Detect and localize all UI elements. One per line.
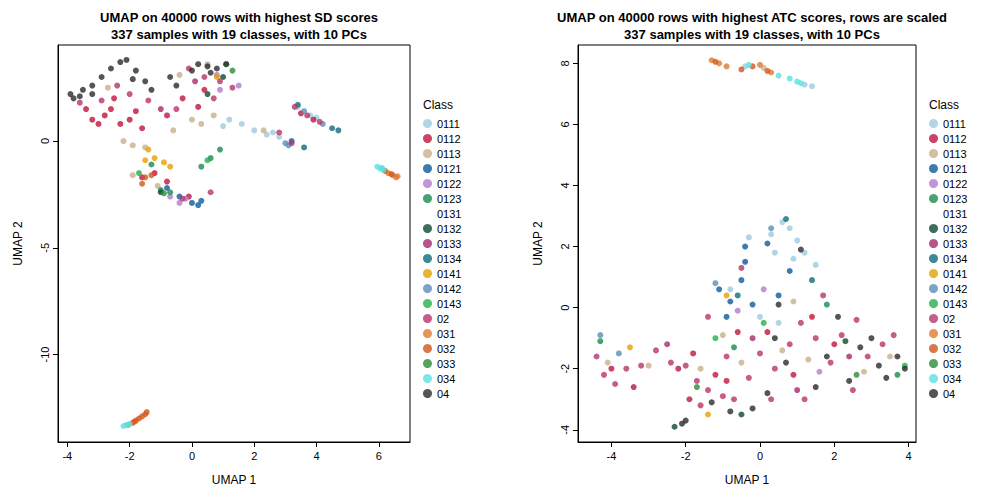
svg-text:UMAP on 40000 rows with highes: UMAP on 40000 rows with highest SD score… bbox=[100, 10, 378, 25]
svg-text:0122: 0122 bbox=[943, 178, 967, 190]
svg-text:6: 6 bbox=[559, 121, 571, 127]
svg-text:0134: 0134 bbox=[437, 253, 461, 265]
svg-text:UMAP 2: UMAP 2 bbox=[531, 221, 545, 266]
svg-text:-4: -4 bbox=[559, 425, 571, 435]
svg-text:0131: 0131 bbox=[943, 208, 967, 220]
svg-text:034: 034 bbox=[943, 373, 961, 385]
svg-text:034: 034 bbox=[437, 373, 455, 385]
svg-text:02: 02 bbox=[437, 313, 449, 325]
svg-text:2: 2 bbox=[831, 450, 837, 462]
svg-text:4: 4 bbox=[559, 182, 571, 188]
svg-text:2: 2 bbox=[251, 450, 257, 462]
svg-text:0143: 0143 bbox=[943, 298, 967, 310]
svg-text:-4: -4 bbox=[62, 450, 72, 462]
svg-text:UMAP on 40000 rows with highes: UMAP on 40000 rows with highest ATC scor… bbox=[557, 10, 947, 25]
svg-text:0141: 0141 bbox=[437, 268, 461, 280]
svg-text:033: 033 bbox=[437, 358, 455, 370]
svg-text:032: 032 bbox=[943, 343, 961, 355]
svg-text:0122: 0122 bbox=[437, 178, 461, 190]
svg-text:UMAP 1: UMAP 1 bbox=[212, 473, 257, 487]
svg-text:UMAP 2: UMAP 2 bbox=[11, 221, 25, 266]
svg-text:4: 4 bbox=[313, 450, 319, 462]
svg-text:0142: 0142 bbox=[943, 283, 967, 295]
svg-text:0: 0 bbox=[559, 305, 571, 311]
svg-text:UMAP 1: UMAP 1 bbox=[725, 473, 770, 487]
svg-text:0133: 0133 bbox=[437, 238, 461, 250]
svg-text:02: 02 bbox=[943, 313, 955, 325]
svg-text:0111: 0111 bbox=[943, 118, 966, 130]
svg-text:0: 0 bbox=[189, 450, 195, 462]
svg-text:-4: -4 bbox=[607, 450, 617, 462]
svg-text:04: 04 bbox=[437, 388, 449, 400]
svg-text:337 samples with 19 classes, w: 337 samples with 19 classes, with 10 PCs bbox=[111, 27, 367, 42]
svg-text:4: 4 bbox=[906, 450, 912, 462]
svg-text:0112: 0112 bbox=[437, 133, 461, 145]
svg-text:04: 04 bbox=[943, 388, 955, 400]
svg-text:0112: 0112 bbox=[943, 133, 967, 145]
svg-text:-10: -10 bbox=[39, 347, 51, 363]
svg-text:033: 033 bbox=[943, 358, 961, 370]
svg-text:2: 2 bbox=[559, 243, 571, 249]
svg-text:8: 8 bbox=[559, 60, 571, 66]
svg-text:0123: 0123 bbox=[943, 193, 967, 205]
svg-text:-2: -2 bbox=[125, 450, 135, 462]
svg-text:0111: 0111 bbox=[437, 118, 460, 130]
svg-text:6: 6 bbox=[376, 450, 382, 462]
svg-text:-2: -2 bbox=[559, 364, 571, 374]
svg-text:0132: 0132 bbox=[943, 223, 967, 235]
svg-text:0: 0 bbox=[757, 450, 763, 462]
svg-text:0113: 0113 bbox=[943, 148, 967, 160]
svg-text:031: 031 bbox=[437, 328, 455, 340]
svg-text:337 samples with 19 classes, w: 337 samples with 19 classes, with 10 PCs bbox=[624, 27, 880, 42]
svg-text:0143: 0143 bbox=[437, 298, 461, 310]
svg-text:0142: 0142 bbox=[437, 283, 461, 295]
svg-text:032: 032 bbox=[437, 343, 455, 355]
svg-text:0134: 0134 bbox=[943, 253, 967, 265]
svg-text:0: 0 bbox=[39, 138, 51, 144]
svg-text:0123: 0123 bbox=[437, 193, 461, 205]
svg-text:0132: 0132 bbox=[437, 223, 461, 235]
svg-text:0113: 0113 bbox=[437, 148, 461, 160]
svg-text:0121: 0121 bbox=[943, 163, 967, 175]
svg-text:Class: Class bbox=[423, 98, 453, 112]
svg-text:-5: -5 bbox=[39, 243, 51, 253]
svg-text:031: 031 bbox=[943, 328, 961, 340]
svg-text:Class: Class bbox=[929, 98, 959, 112]
svg-text:0133: 0133 bbox=[943, 238, 967, 250]
svg-text:0141: 0141 bbox=[943, 268, 967, 280]
svg-text:0131: 0131 bbox=[437, 208, 461, 220]
svg-text:0121: 0121 bbox=[437, 163, 461, 175]
svg-text:-2: -2 bbox=[681, 450, 691, 462]
